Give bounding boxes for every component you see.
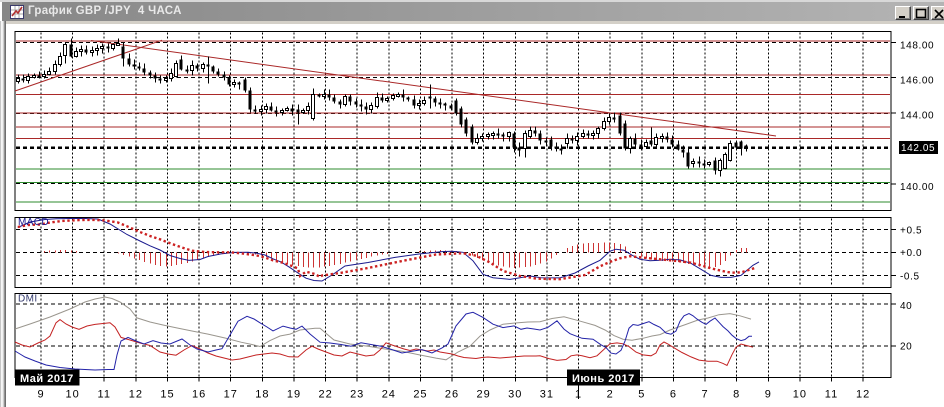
- svg-text:142.05: 142.05: [901, 143, 935, 154]
- svg-text:+0.0: +0.0: [900, 248, 922, 259]
- svg-text:Май 2017: Май 2017: [20, 373, 74, 385]
- svg-text:-0.5: -0.5: [900, 272, 920, 283]
- svg-text:9: 9: [37, 389, 44, 401]
- svg-text:7: 7: [701, 389, 708, 401]
- svg-text:5: 5: [638, 389, 645, 401]
- svg-text:31: 31: [540, 389, 554, 401]
- svg-text:24: 24: [382, 389, 396, 401]
- svg-text:140.00: 140.00: [900, 182, 934, 193]
- svg-text:MACD: MACD: [18, 217, 49, 228]
- svg-text:16: 16: [192, 389, 206, 401]
- svg-text:25: 25: [413, 389, 427, 401]
- svg-text:12: 12: [856, 389, 870, 401]
- svg-text:40: 40: [900, 301, 912, 312]
- svg-text:22: 22: [318, 389, 332, 401]
- svg-text:17: 17: [224, 389, 238, 401]
- svg-text:23: 23: [350, 389, 364, 401]
- svg-text:11: 11: [825, 389, 838, 401]
- svg-text:2: 2: [607, 389, 614, 401]
- svg-text:8: 8: [733, 389, 740, 401]
- svg-text:Июнь 2017: Июнь 2017: [572, 373, 635, 385]
- svg-text:DMI: DMI: [18, 294, 38, 305]
- svg-text:10: 10: [65, 389, 79, 401]
- svg-text:30: 30: [508, 389, 522, 401]
- svg-text:146.00: 146.00: [900, 76, 934, 87]
- svg-text:19: 19: [287, 389, 301, 401]
- svg-text:26: 26: [445, 389, 459, 401]
- svg-text:+0.5: +0.5: [900, 225, 922, 236]
- svg-text:15: 15: [160, 389, 174, 401]
- svg-text:20: 20: [900, 342, 912, 353]
- svg-text:144.00: 144.00: [900, 111, 934, 122]
- svg-text:11: 11: [98, 389, 111, 401]
- svg-text:6: 6: [670, 389, 677, 401]
- svg-text:148.00: 148.00: [900, 41, 934, 52]
- svg-text:9: 9: [765, 389, 772, 401]
- svg-text:12: 12: [129, 389, 143, 401]
- svg-text:18: 18: [255, 389, 269, 401]
- svg-text:29: 29: [477, 389, 491, 401]
- svg-text:10: 10: [793, 389, 807, 401]
